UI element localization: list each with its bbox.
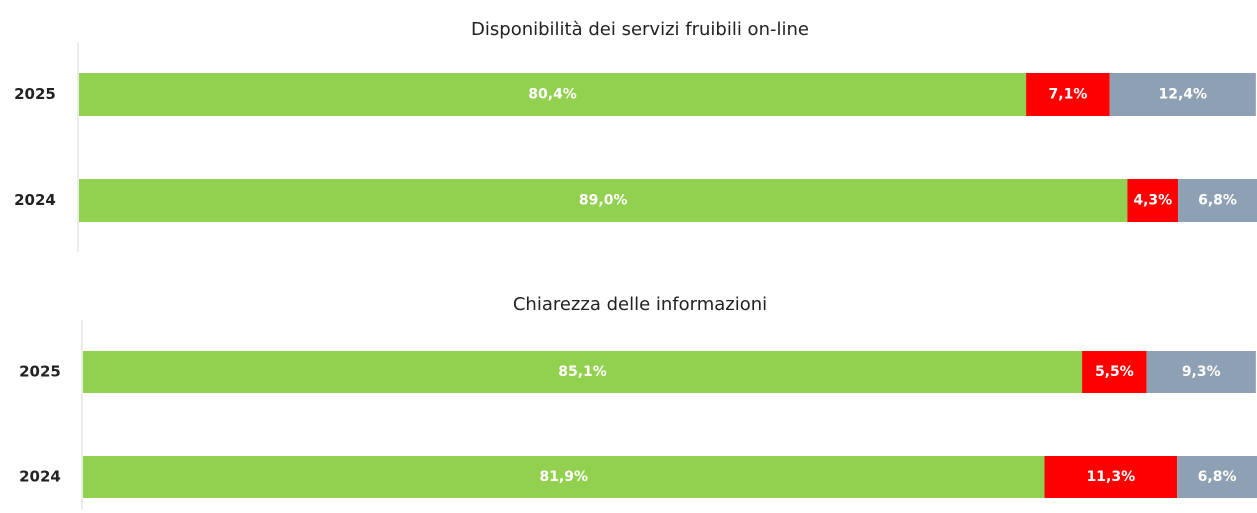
bar-segment <box>1044 456 1178 498</box>
bar-segment <box>1026 73 1110 116</box>
chart-title: Chiarezza delle informazioni <box>513 294 767 315</box>
category-label: 2024 <box>19 468 61 486</box>
value-label: 5,5% <box>1095 364 1134 380</box>
value-label: 6,8% <box>1198 193 1237 209</box>
bar-segment <box>1146 351 1256 393</box>
bar-segment <box>83 351 1083 393</box>
category-label: 2024 <box>14 191 56 209</box>
bar-segment <box>1178 179 1257 222</box>
bar-segment <box>1109 73 1256 116</box>
value-label: 85,1% <box>558 364 607 380</box>
bar-segment <box>1127 179 1179 222</box>
value-label: 12,4% <box>1158 87 1207 103</box>
value-label: 11,3% <box>1087 469 1136 485</box>
bar-segment <box>79 73 1027 116</box>
value-label: 80,4% <box>528 87 577 103</box>
value-label: 9,3% <box>1182 364 1221 380</box>
bar-segment <box>1177 456 1257 498</box>
bar-segment <box>1082 351 1147 393</box>
value-label: 7,1% <box>1049 87 1088 103</box>
value-label: 4,3% <box>1133 193 1172 209</box>
bar-segment <box>83 456 1045 498</box>
value-label: 89,0% <box>579 193 628 209</box>
bar-segment <box>79 179 1128 222</box>
chart-title: Disponibilità dei servizi fruibili on-li… <box>471 19 809 40</box>
category-label: 2025 <box>14 85 56 103</box>
value-label: 6,8% <box>1198 469 1237 485</box>
value-label: 81,9% <box>539 469 588 485</box>
category-label: 2025 <box>19 363 61 381</box>
